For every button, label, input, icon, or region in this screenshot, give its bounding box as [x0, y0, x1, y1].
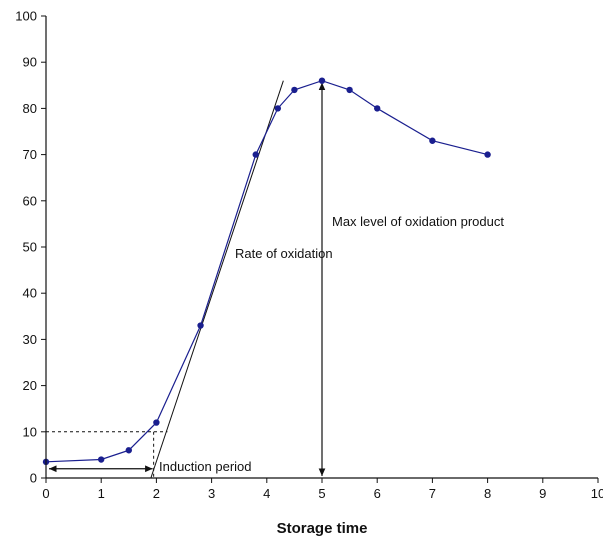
axes-group: 0 10 20 30 40 50 60 70 80 90 100 0 1 2 3 4 5 6 7 8 9 10 — [15, 9, 603, 502]
x-tick-label: 2 — [153, 486, 160, 501]
x-tick-label: 5 — [318, 486, 325, 501]
y-tick-label: 50 — [23, 240, 37, 255]
x-tick-label: 0 — [42, 486, 49, 501]
y-tick-label: 0 — [30, 471, 37, 486]
x-tick-label: 7 — [429, 486, 436, 501]
data-point — [429, 137, 436, 144]
data-point — [374, 105, 381, 112]
data-point — [346, 86, 353, 94]
data-point — [484, 151, 491, 158]
x-tick-label: 9 — [539, 486, 546, 501]
y-tick-label: 20 — [23, 378, 37, 393]
x-tick-label: 4 — [263, 486, 270, 501]
y-tick-label: 10 — [23, 424, 37, 439]
data-point — [197, 322, 204, 329]
x-tick-label: 3 — [208, 486, 215, 501]
tangent-line — [150, 80, 284, 479]
data-point — [291, 86, 298, 94]
y-tick-label: 90 — [23, 55, 37, 70]
annotation-max-level: Max level of oxidation product — [332, 214, 504, 229]
series-line — [45, 80, 488, 463]
y-tick-label: 100 — [15, 9, 37, 24]
y-tick-label: 70 — [23, 147, 37, 162]
x-tick-label: 10 — [591, 486, 603, 501]
data-point — [318, 77, 326, 84]
x-tick-label: 6 — [374, 486, 381, 501]
y-tick-label: 40 — [23, 286, 37, 301]
data-point — [153, 419, 160, 426]
y-tick-label: 80 — [23, 101, 37, 116]
x-axis-title: Storage time — [277, 520, 368, 537]
annotation-lines — [46, 80, 326, 479]
data-point — [252, 151, 259, 158]
data-point — [125, 447, 132, 454]
y-tick-label: 60 — [23, 193, 37, 208]
annotation-induction-period: Induction period — [159, 459, 252, 474]
y-tick-label: 30 — [23, 332, 37, 347]
data-point — [274, 105, 282, 112]
x-tick-label: 1 — [98, 486, 105, 501]
x-tick-label: 8 — [484, 486, 491, 501]
data-point — [98, 456, 105, 463]
series-group — [42, 77, 491, 466]
annotation-rate-of-oxidation: Rate of oxidation — [235, 246, 333, 261]
